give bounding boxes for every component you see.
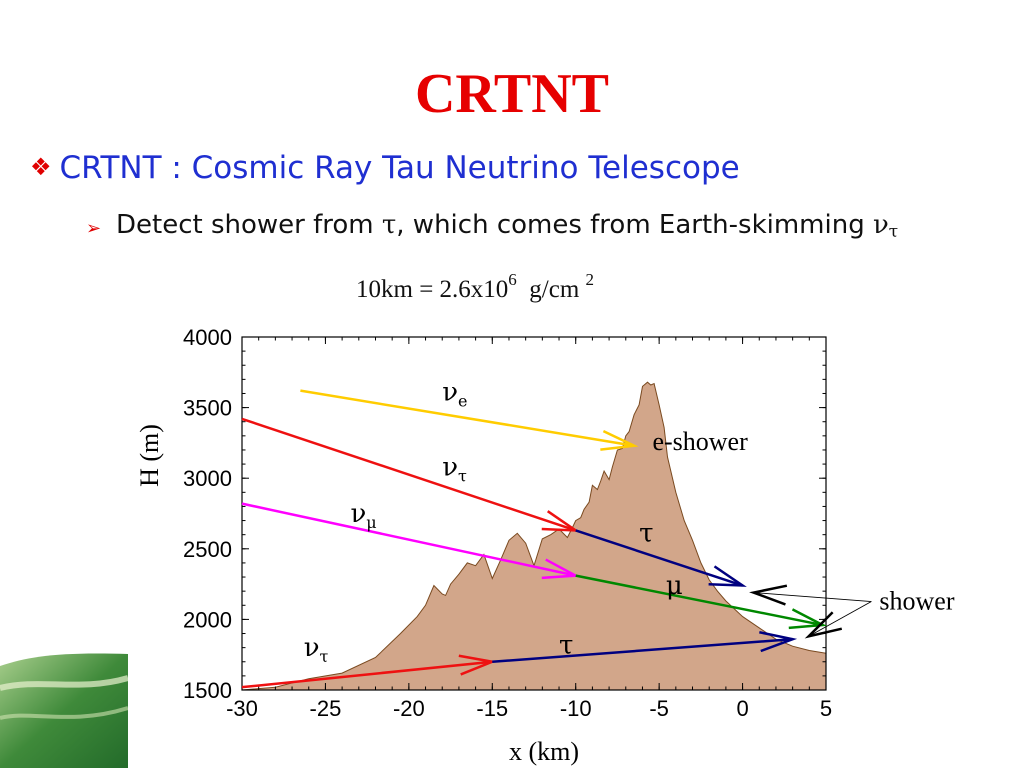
bullet-detect-part2: , which comes from Earth-skimming [396,210,873,240]
series-5-line [575,574,823,627]
y-axis-label: H (m) [135,424,164,487]
bullet-detect-part1: Detect shower from [116,210,382,240]
equation-exponent-2: 2 [585,270,595,289]
series-0-arrowhead [600,430,639,451]
x-tick-label: -25 [310,696,342,721]
nu-symbol: ν [872,210,889,240]
plot-frame [241,336,827,691]
series-1-label-subscript: τ [458,466,467,485]
shower-pointer-1 [808,601,872,637]
annotation-shower: shower [879,587,954,616]
series-4-line [575,529,743,587]
arrow-bullet-icon: ➢ [86,218,102,239]
equation-unit: g/cm [529,276,580,303]
bullet-detect-shower: ➢ Detect shower from τ, which comes from… [86,208,916,248]
bullet-detect-text: Detect shower from τ, which comes from E… [116,208,916,248]
y-tick-label: 3500 [183,396,232,421]
y-tick-label: 2500 [183,537,232,562]
series-6-arrowhead [759,631,798,653]
x-axis-label: x (km) [509,737,579,766]
series-6-line [492,637,793,664]
series-1-label: ντ [442,452,467,485]
series-0-label: νe [442,378,467,411]
diamond-bullet-icon: ❖ [30,153,52,181]
landscape-decoration [0,653,128,768]
bullet-crtnt-text: CRTNT : Cosmic Ray Tau Neutrino Telescop… [59,150,740,186]
series-0-line [300,389,635,447]
equation-base: 10km = 2.6x10 [356,276,509,303]
conversion-equation: 10km = 2.6x106 g/cm 2 [356,270,594,304]
series-2-line [241,502,576,577]
x-tick-label: -5 [649,696,669,721]
x-tick-label: 5 [820,696,832,721]
equation-exponent-1: 6 [508,270,517,289]
y-tick-label: 2000 [183,607,232,632]
tau-symbol: τ [381,210,397,240]
series-4-arrowhead [708,565,747,587]
series-2-label: νμ [350,499,376,532]
series-5-arrowhead [788,608,828,630]
nu-subscript: τ [888,221,899,242]
bullet-crtnt: ❖ CRTNT : Cosmic Ray Tau Neutrino Telesco… [30,150,740,186]
shower-pointer-0 [753,592,872,602]
x-tick-label: 0 [736,696,748,721]
y-tick-label: 1500 [183,678,232,703]
series-1-line [241,417,577,532]
series-3-label-subscript: τ [320,647,329,666]
shower-pointer-0-arrowhead [749,584,788,606]
series-6-label: τ [559,630,573,660]
y-tick-label: 3000 [183,466,232,491]
series-0-label-subscript: e [458,392,467,411]
series-5-label: μ [666,571,683,601]
y-tick-label: 4000 [183,325,232,350]
series-4-label: τ [639,519,653,549]
x-tick-label: -10 [560,696,592,721]
series-2-label-subscript: μ [366,513,376,532]
x-tick-label: -30 [226,696,258,721]
series-3-label: ντ [304,633,329,666]
annotation-e-shower: e-shower [652,427,748,456]
series-3-line [241,660,493,689]
mountain-profile [242,381,826,690]
x-tick-label: -15 [476,696,508,721]
x-tick-label: -20 [393,696,425,721]
shower-pointer-1-arrowhead [804,611,843,639]
slide-title: CRTNT [414,63,610,125]
